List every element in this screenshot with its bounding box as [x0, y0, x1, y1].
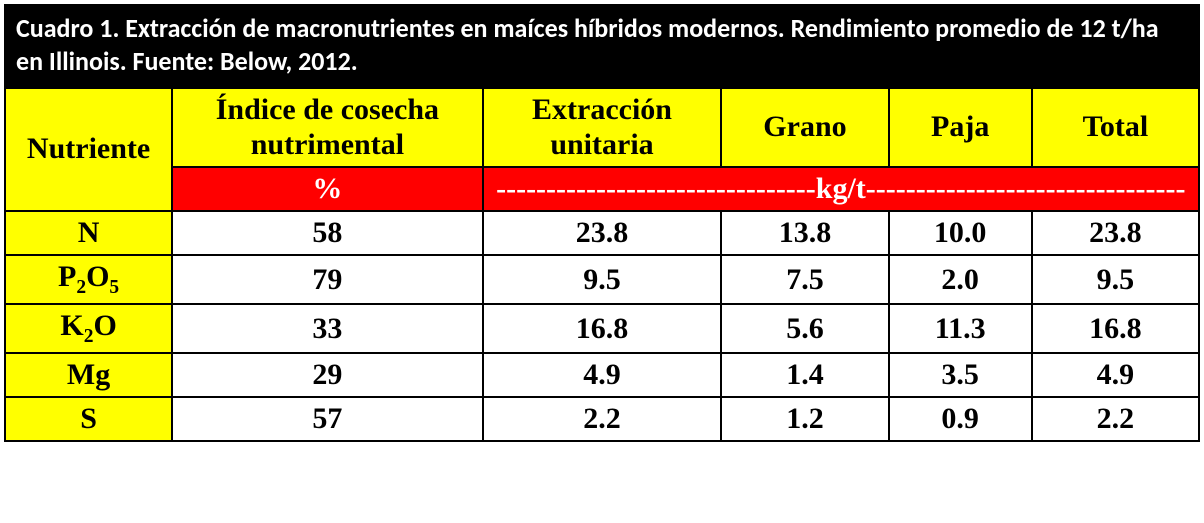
cell-paja: 2.0	[889, 255, 1032, 304]
col-grano: Grano	[721, 88, 888, 167]
header-row-units: % --------------------------------kg/t--…	[5, 167, 1199, 211]
cell-grano: 7.5	[721, 255, 888, 304]
cell-indice: 29	[172, 353, 482, 397]
nutrient-table: Nutriente Índice de cosecha nutrimental …	[4, 87, 1200, 442]
cell-nutriente: K2O	[5, 304, 172, 353]
cell-indice: 57	[172, 397, 482, 441]
header-row-labels: Nutriente Índice de cosecha nutrimental …	[5, 88, 1199, 167]
cell-nutriente: S	[5, 397, 172, 441]
table-title: Cuadro 1. Extracción de macronutrientes …	[4, 4, 1200, 87]
cell-extraccion: 4.9	[483, 353, 722, 397]
cell-grano: 1.2	[721, 397, 888, 441]
table-row: Mg294.91.43.54.9	[5, 353, 1199, 397]
col-paja: Paja	[889, 88, 1032, 167]
cell-extraccion: 9.5	[483, 255, 722, 304]
cell-extraccion: 2.2	[483, 397, 722, 441]
cell-grano: 13.8	[721, 211, 888, 255]
col-indice: Índice de cosecha nutrimental	[172, 88, 482, 167]
col-extraccion: Extracción unitaria	[483, 88, 722, 167]
col-nutriente: Nutriente	[5, 88, 172, 211]
cell-total: 16.8	[1032, 304, 1199, 353]
cell-total: 23.8	[1032, 211, 1199, 255]
cell-paja: 3.5	[889, 353, 1032, 397]
cell-total: 9.5	[1032, 255, 1199, 304]
cell-extraccion: 23.8	[483, 211, 722, 255]
cell-grano: 1.4	[721, 353, 888, 397]
cell-nutriente: Mg	[5, 353, 172, 397]
col-extraccion-l1: Extracción	[490, 93, 715, 128]
cell-indice: 58	[172, 211, 482, 255]
table-row: S572.21.20.92.2	[5, 397, 1199, 441]
cell-paja: 0.9	[889, 397, 1032, 441]
table-row: N5823.813.810.023.8	[5, 211, 1199, 255]
col-indice-l1: Índice de cosecha	[179, 93, 475, 128]
unit-kg-per-t: --------------------------------kg/t----…	[483, 167, 1199, 211]
unit-percent: %	[172, 167, 482, 211]
cell-nutriente: P2O5	[5, 255, 172, 304]
table-row: P2O5799.57.52.09.5	[5, 255, 1199, 304]
cell-paja: 10.0	[889, 211, 1032, 255]
cell-indice: 33	[172, 304, 482, 353]
table-container: Cuadro 1. Extracción de macronutrientes …	[0, 0, 1204, 446]
table-body: N5823.813.810.023.8P2O5799.57.52.09.5K2O…	[5, 211, 1199, 441]
cell-nutriente: N	[5, 211, 172, 255]
cell-indice: 79	[172, 255, 482, 304]
cell-extraccion: 16.8	[483, 304, 722, 353]
col-total: Total	[1032, 88, 1199, 167]
col-extraccion-l2: unitaria	[490, 128, 715, 163]
table-row: K2O3316.85.611.316.8	[5, 304, 1199, 353]
cell-total: 4.9	[1032, 353, 1199, 397]
cell-grano: 5.6	[721, 304, 888, 353]
cell-paja: 11.3	[889, 304, 1032, 353]
col-indice-l2: nutrimental	[179, 128, 475, 163]
cell-total: 2.2	[1032, 397, 1199, 441]
